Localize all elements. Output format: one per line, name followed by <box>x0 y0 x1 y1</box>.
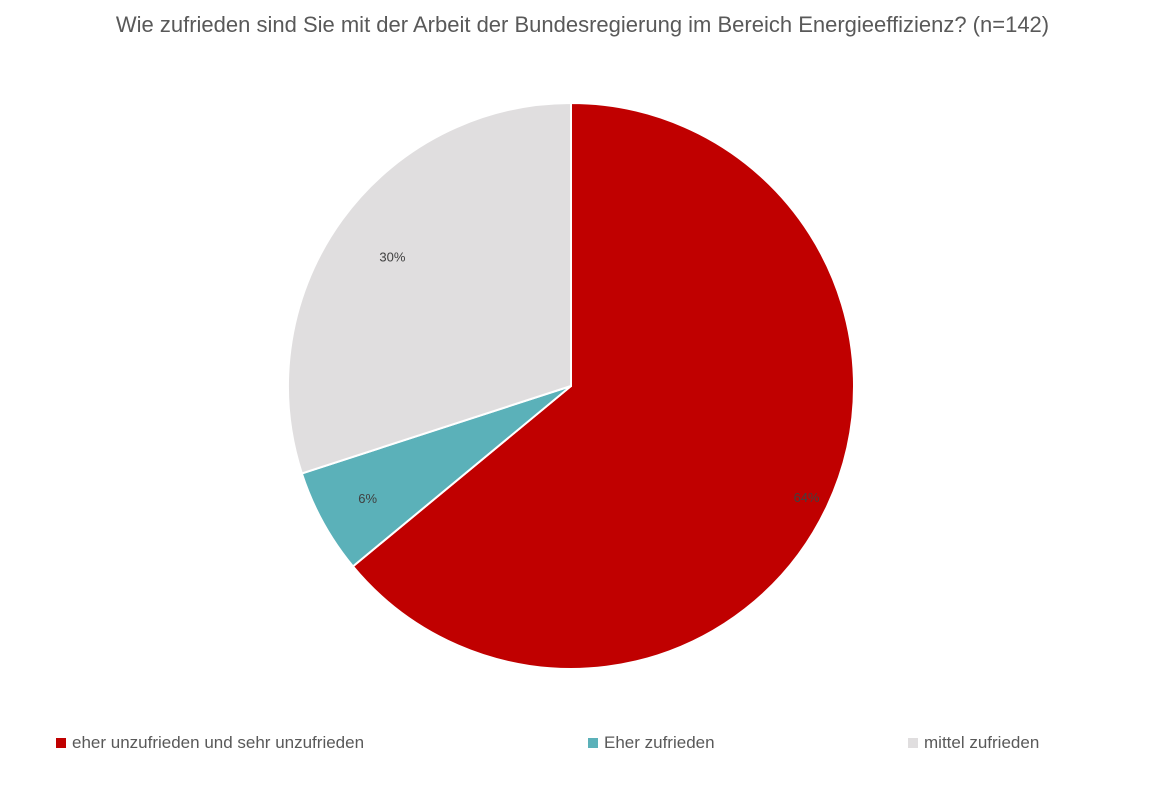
legend-item-eher-zufrieden: Eher zufrieden <box>588 733 715 753</box>
legend: eher unzufrieden und sehr unzufrieden Eh… <box>0 733 1165 757</box>
data-label-30: 30% <box>379 249 405 264</box>
legend-label: Eher zufrieden <box>604 733 715 752</box>
chart-title: Wie zufrieden sind Sie mit der Arbeit de… <box>115 12 1050 37</box>
legend-label: mittel zufrieden <box>924 733 1040 752</box>
legend-swatch-grey <box>908 738 918 748</box>
data-label-6: 6% <box>358 491 377 506</box>
legend-swatch-teal <box>588 738 598 748</box>
legend-label: eher unzufrieden und sehr unzufrieden <box>72 733 365 752</box>
legend-item-eher-unzufrieden: eher unzufrieden und sehr unzufrieden <box>56 733 364 753</box>
pie-slice-mittel-zufrieden <box>287 101 572 475</box>
legend-swatch-red <box>56 738 66 748</box>
legend-item-mittel-zufrieden: mittel zufrieden <box>908 733 1039 753</box>
pie-slice-eher-unzufrieden <box>351 101 855 670</box>
data-label-64: 64% <box>794 490 820 505</box>
